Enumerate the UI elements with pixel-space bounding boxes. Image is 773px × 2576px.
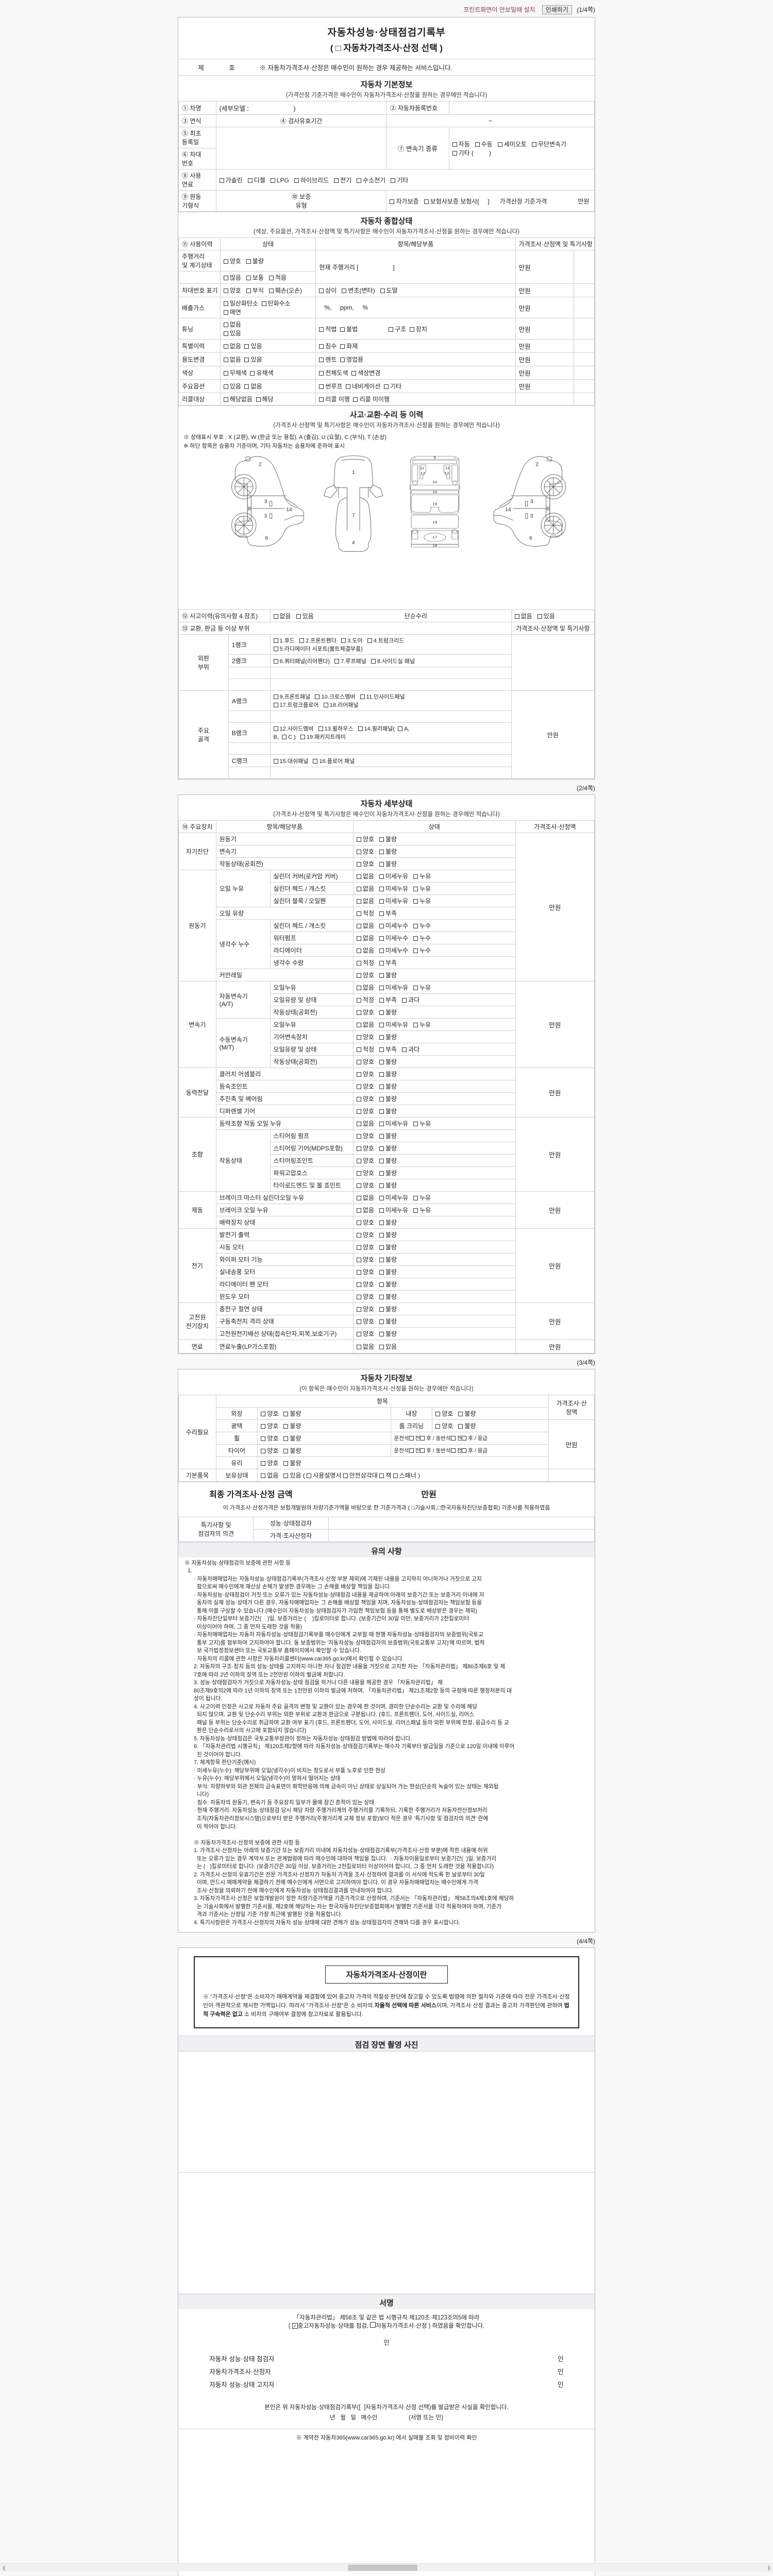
- svg-text:19: 19: [432, 520, 437, 524]
- svg-text:6: 6: [529, 535, 532, 541]
- svg-text:4: 4: [352, 539, 355, 546]
- svg-text:11: 11: [445, 466, 450, 470]
- svg-text:3: 3: [264, 498, 267, 504]
- svg-text:12: 12: [421, 471, 425, 476]
- svg-text:12: 12: [444, 471, 449, 476]
- svg-text:17: 17: [432, 535, 437, 539]
- svg-text:8: 8: [248, 505, 251, 512]
- svg-text:15: 15: [432, 490, 437, 494]
- svg-text:1: 1: [352, 469, 355, 476]
- svg-text:2: 2: [259, 461, 262, 467]
- svg-text:5: 5: [433, 456, 436, 460]
- svg-text:8: 8: [546, 505, 549, 512]
- svg-text:14: 14: [286, 506, 292, 513]
- svg-text:6: 6: [265, 535, 268, 541]
- svg-text:3: 3: [530, 513, 533, 519]
- svg-text:14: 14: [505, 506, 511, 513]
- svg-text:11: 11: [420, 466, 425, 470]
- svg-text:10: 10: [432, 480, 437, 484]
- svg-text:2: 2: [535, 461, 539, 467]
- svg-text:16: 16: [432, 502, 437, 506]
- svg-text:18: 18: [432, 544, 437, 548]
- svg-text:7: 7: [352, 513, 355, 519]
- svg-text:3: 3: [264, 513, 267, 519]
- svg-text:3: 3: [530, 498, 533, 504]
